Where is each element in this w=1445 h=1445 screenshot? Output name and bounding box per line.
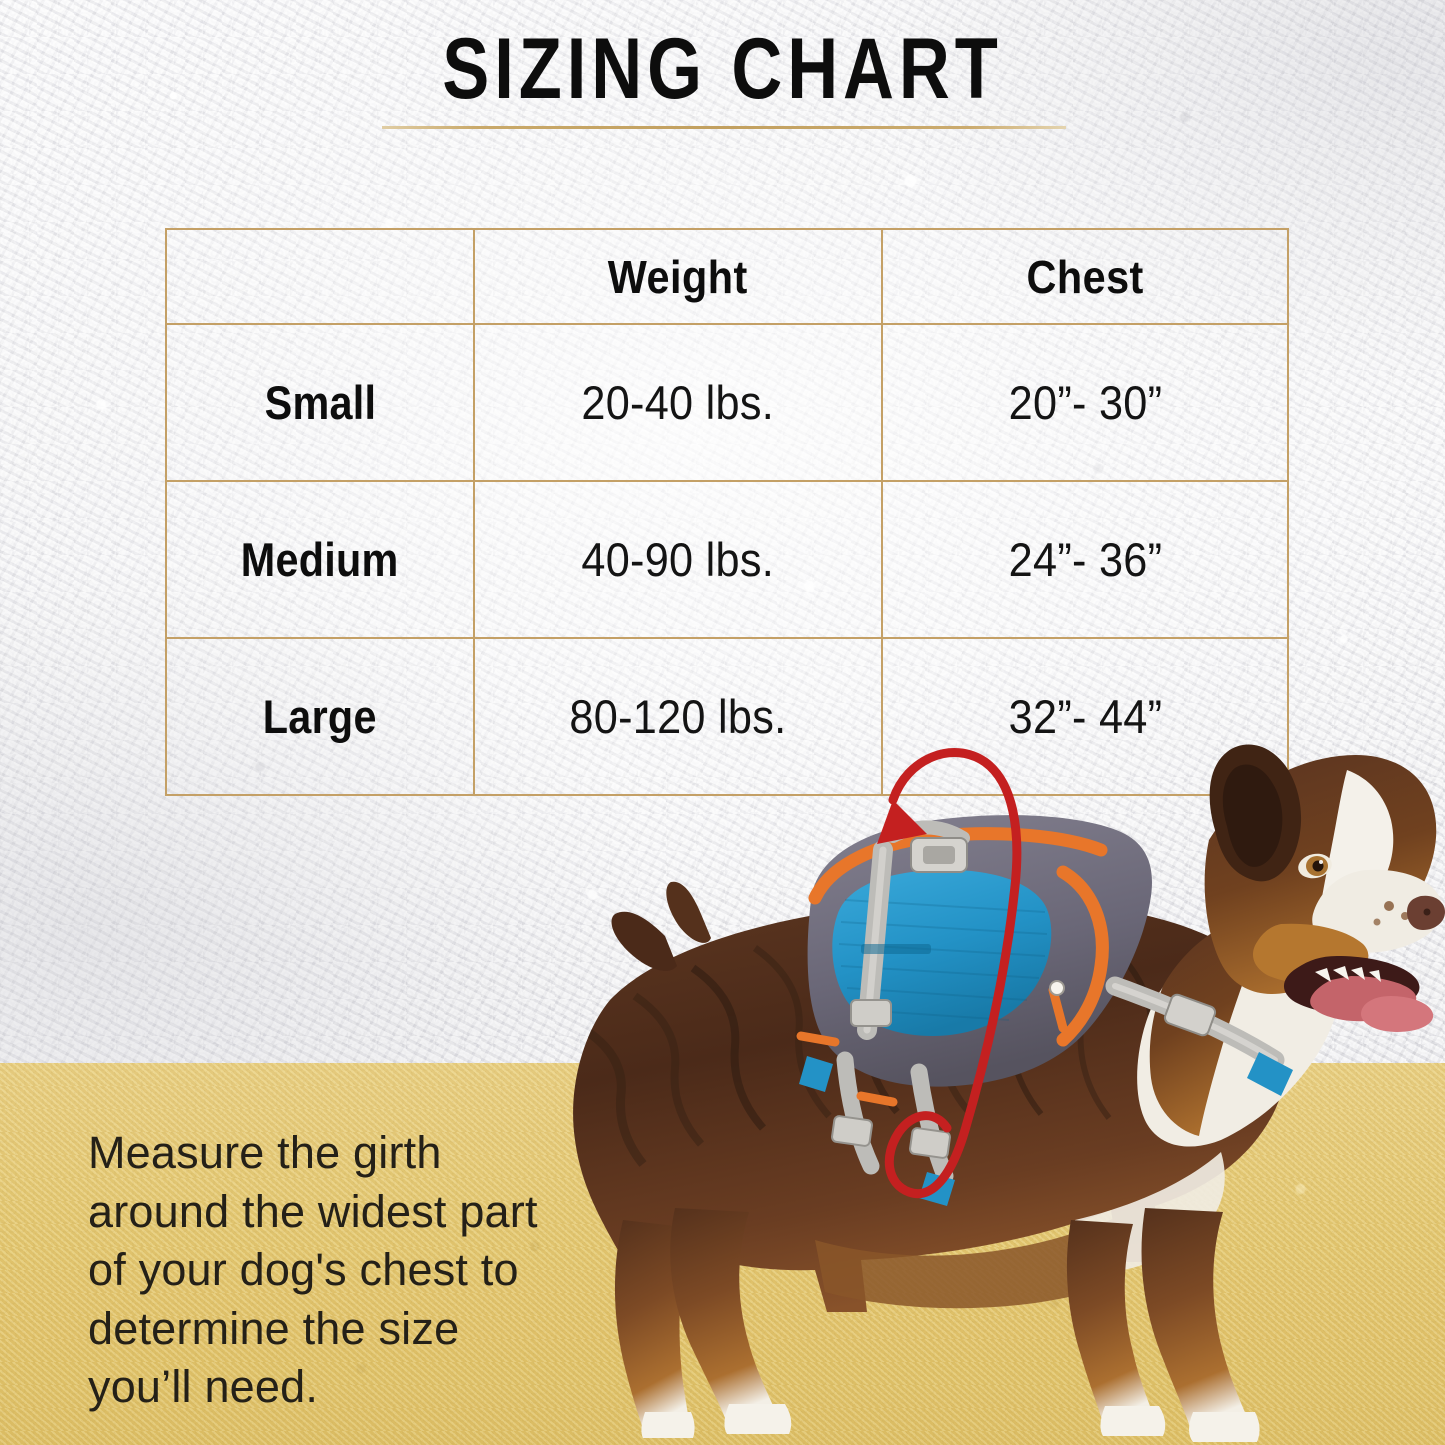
sizing-table: Weight Chest Small 20-40 lbs. 20”- 30”: [165, 228, 1289, 796]
dog-illustration: [515, 700, 1445, 1445]
cell-size-small: Small: [165, 323, 475, 482]
measurement-instructions: Measure the girth around the widest part…: [88, 1127, 538, 1412]
table-header-row: Weight Chest: [165, 228, 1289, 325]
backpack-buckle-lower: [850, 999, 892, 1027]
backpack-orange-trim-top: [808, 827, 1108, 905]
dog-foreleg-near: [1141, 1208, 1260, 1442]
table-row: Small 20-40 lbs. 20”- 30”: [165, 323, 1289, 482]
table-header-cell-empty: [165, 228, 475, 325]
page-title: SIZING CHART: [442, 21, 1003, 117]
arrow-head: [877, 800, 927, 844]
weight-value: 40-90 lbs.: [581, 533, 775, 586]
backpack-mesh-texture: [838, 899, 1048, 1021]
backpack-strap-adjuster: [1163, 993, 1217, 1037]
cell-weight-large: 80-120 lbs.: [473, 637, 883, 796]
table-header-cell-weight: Weight: [473, 228, 883, 325]
dog-head: [1137, 744, 1445, 1147]
table-header-cell-chest: Chest: [881, 228, 1289, 325]
size-label: Small: [264, 376, 376, 429]
dog-rear-leg-near: [670, 1208, 792, 1434]
cell-weight-small: 20-40 lbs.: [473, 323, 883, 482]
size-label: Large: [263, 690, 377, 743]
dog-foreleg-far: [1066, 1220, 1166, 1436]
dog-illustration-svg: [573, 744, 1445, 1442]
backpack-orange-trim-side: [1056, 865, 1109, 1047]
weight-value: 80-120 lbs.: [569, 690, 787, 743]
cell-size-large: Large: [165, 637, 475, 796]
chest-value: 20”- 30”: [1008, 376, 1162, 429]
cell-chest-medium: 24”- 36”: [881, 480, 1289, 639]
girth-measurement-arrow: [877, 748, 1022, 1198]
weight-value: 20-40 lbs.: [581, 376, 775, 429]
chest-value: 32”- 44”: [1008, 690, 1162, 743]
cell-size-medium: Medium: [165, 480, 475, 639]
cell-chest-small: 20”- 30”: [881, 323, 1289, 482]
backpack-blue-tab: [1247, 1052, 1293, 1096]
table-row: Medium 40-90 lbs. 24”- 36”: [165, 480, 1289, 639]
header-label-chest: Chest: [1026, 250, 1144, 303]
dog-rump-tuft: [611, 881, 711, 971]
title-underline-rule: [382, 126, 1066, 129]
page-title-block: SIZING CHART: [0, 21, 1445, 117]
backpack-brand-strip: [861, 944, 931, 954]
size-label: Medium: [241, 533, 399, 586]
header-label-weight: Weight: [608, 250, 748, 303]
chest-value: 24”- 36”: [1008, 533, 1162, 586]
cell-weight-medium: 40-90 lbs.: [473, 480, 883, 639]
table-row: Large 80-120 lbs. 32”- 44”: [165, 637, 1289, 796]
